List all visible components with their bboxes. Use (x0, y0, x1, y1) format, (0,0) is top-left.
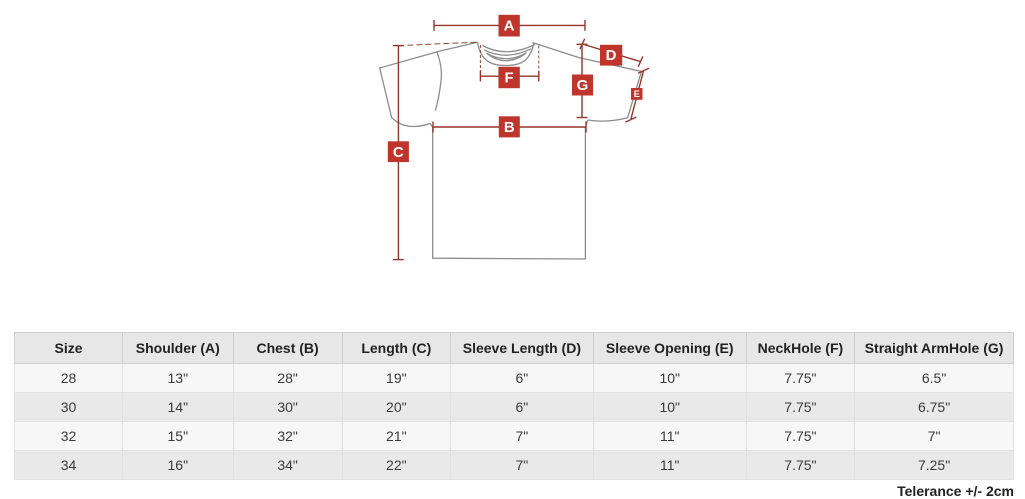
svg-text:E: E (634, 89, 640, 99)
svg-text:B: B (504, 119, 515, 136)
svg-text:D: D (606, 47, 617, 64)
svg-text:F: F (505, 70, 514, 87)
svg-text:A: A (504, 18, 515, 35)
svg-text:C: C (393, 144, 404, 161)
svg-text:G: G (577, 77, 589, 94)
